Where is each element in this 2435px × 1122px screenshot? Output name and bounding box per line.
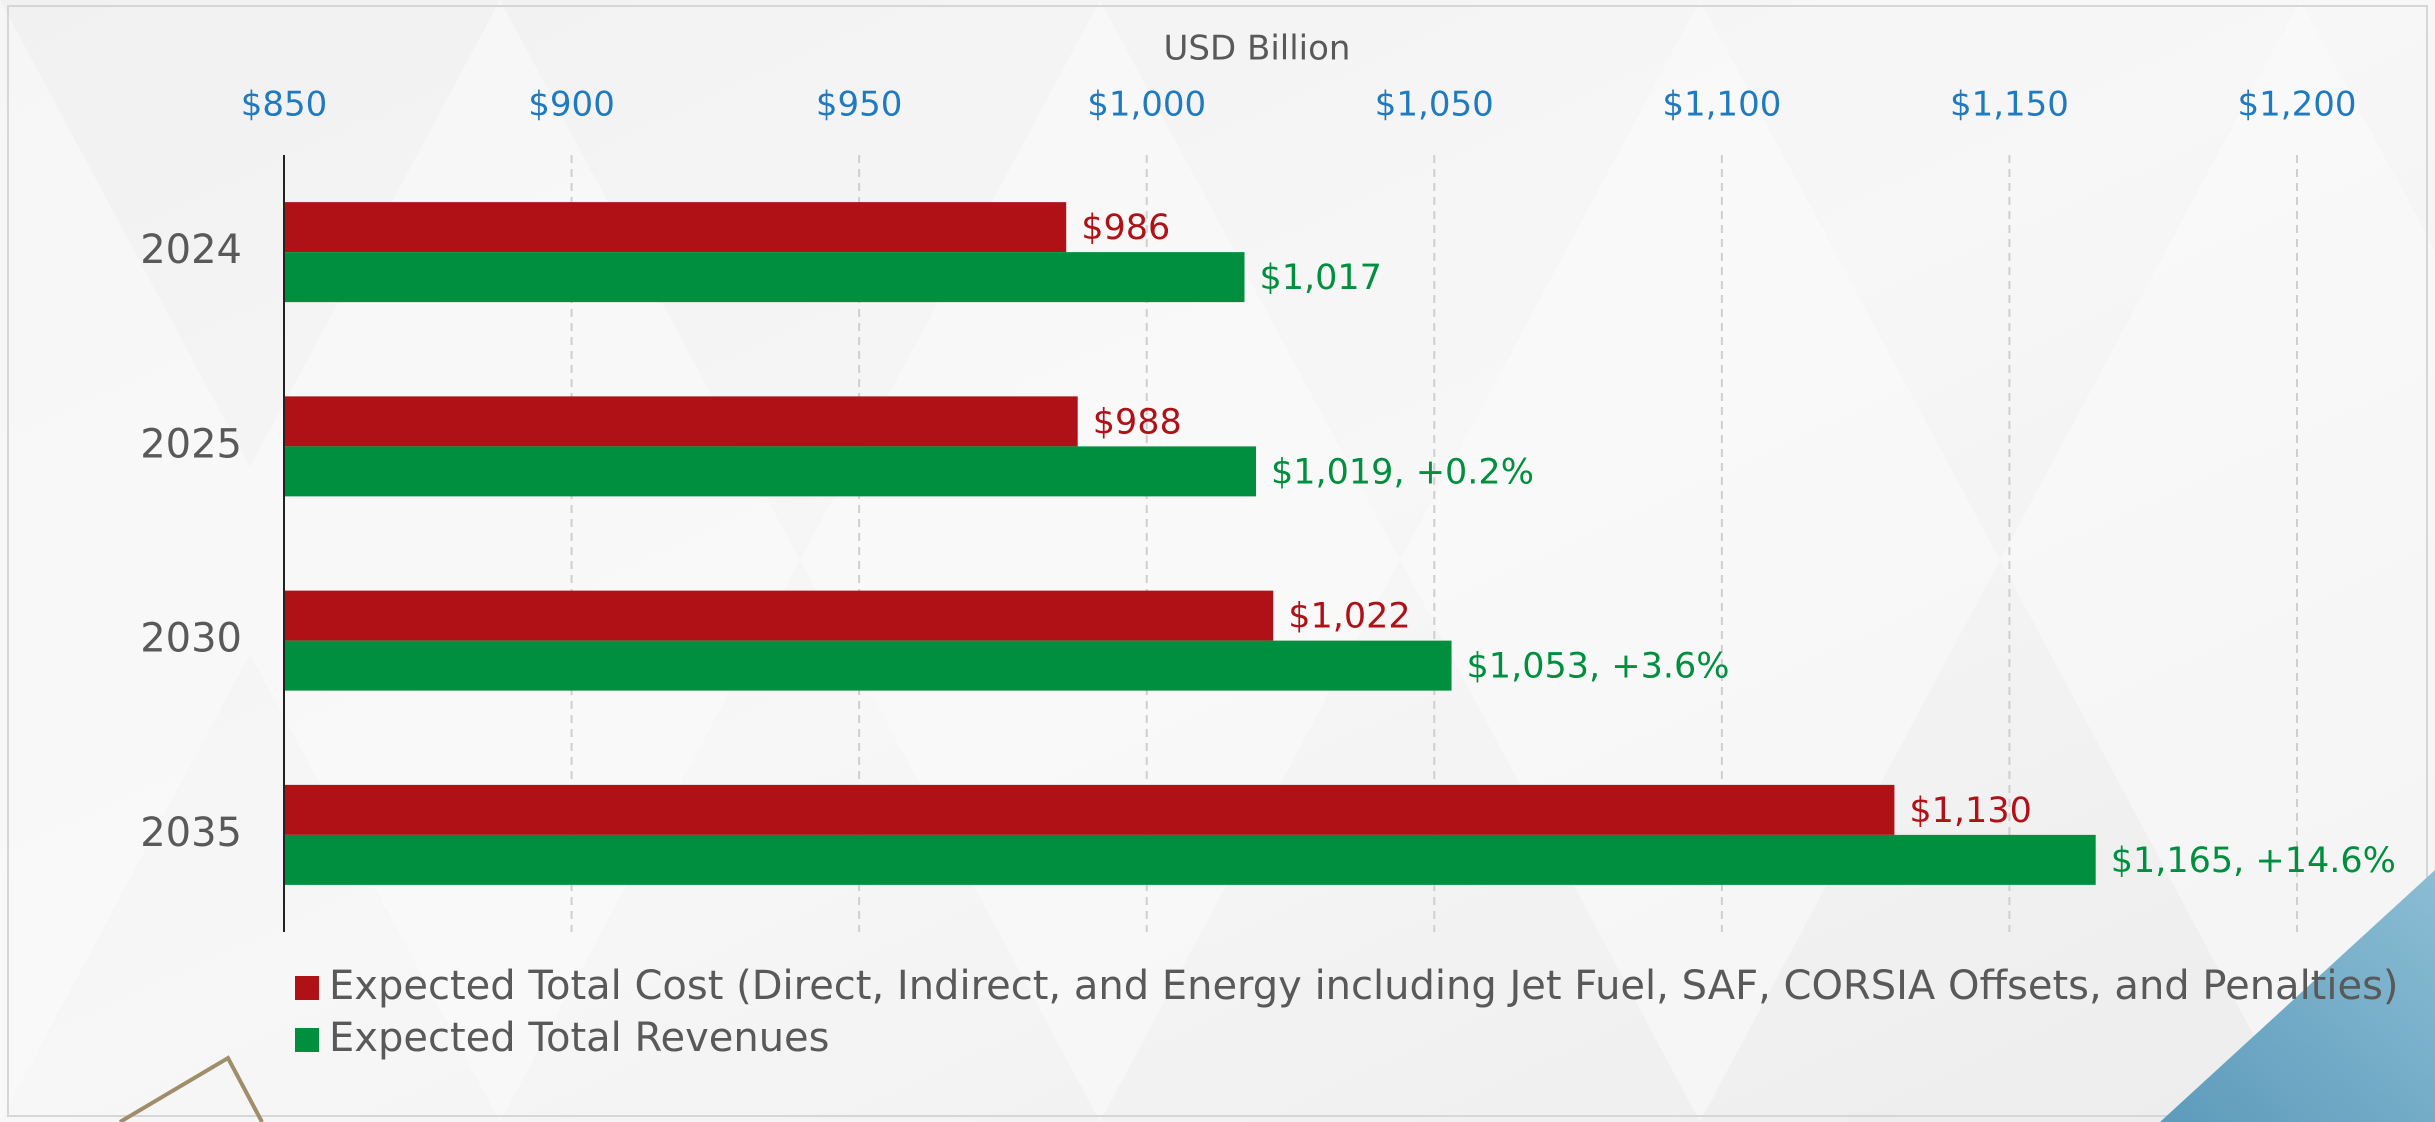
bar bbox=[284, 784, 1895, 835]
decoration bbox=[2160, 870, 2435, 1122]
y-tick-label: 2035 bbox=[140, 810, 242, 856]
x-tick-label: $900 bbox=[528, 85, 615, 125]
x-tick-label: $1,100 bbox=[1662, 85, 1781, 125]
x-tick-label: $1,150 bbox=[1950, 85, 2069, 125]
legend-swatch bbox=[295, 1028, 319, 1052]
data-label: $986 bbox=[1081, 208, 1170, 248]
bar bbox=[284, 396, 1078, 447]
decoration bbox=[118, 1055, 264, 1122]
bar bbox=[284, 202, 1067, 253]
bar bbox=[284, 446, 1256, 497]
data-label: $1,019, +0.2% bbox=[1271, 452, 1534, 492]
data-label: $1,130 bbox=[1909, 791, 2031, 831]
bar bbox=[284, 590, 1274, 641]
data-label: $1,017 bbox=[1259, 258, 1381, 298]
legend-label: Expected Total Cost (Direct, Indirect, a… bbox=[329, 963, 2399, 1009]
data-label: $1,053, +3.6% bbox=[1467, 647, 1730, 687]
data-label: $988 bbox=[1093, 402, 1182, 442]
bar bbox=[284, 640, 1452, 691]
frame bbox=[7, 5, 2428, 1117]
legend-label: Expected Total Revenues bbox=[329, 1015, 830, 1061]
y-tick-label: 2025 bbox=[140, 421, 242, 467]
x-tick-label: $1,200 bbox=[2238, 85, 2357, 125]
data-label: $1,165, +14.6% bbox=[2111, 841, 2396, 881]
bar bbox=[284, 252, 1245, 303]
y-tick-label: 2030 bbox=[140, 616, 242, 662]
x-tick-label: $950 bbox=[816, 85, 903, 125]
data-label: $1,022 bbox=[1288, 597, 1410, 637]
bar bbox=[284, 834, 2096, 885]
axis-title: USD Billion bbox=[1164, 29, 1351, 69]
legend-swatch bbox=[295, 976, 319, 1000]
x-tick-label: $1,050 bbox=[1375, 85, 1494, 125]
x-tick-label: $1,000 bbox=[1087, 85, 1206, 125]
y-tick-label: 2024 bbox=[140, 227, 242, 273]
x-tick-label: $850 bbox=[241, 85, 328, 125]
